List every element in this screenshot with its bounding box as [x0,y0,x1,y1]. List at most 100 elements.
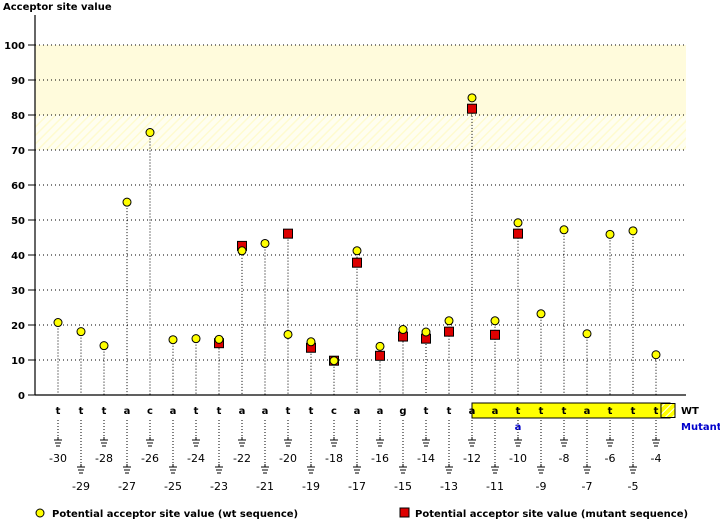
ground-marker-icon [376,437,384,447]
wt-label: WT [681,406,699,417]
position-label: -19 [302,480,320,493]
wt-base: a [262,406,269,417]
position-label: -15 [394,480,412,493]
wt-value-marker [191,334,201,344]
ground-marker-icon [284,437,292,447]
ground-marker-icon [238,437,246,447]
mutant-value-marker [490,329,500,340]
y-tick-label: 60 [11,181,25,192]
highlight-band [35,45,686,115]
position-label: -4 [651,452,662,465]
legend-wt-label: Potential acceptor site value (wt sequen… [52,509,298,520]
mutant-value-marker [444,326,454,337]
wt-base: a [584,406,591,417]
y-tick-label: 20 [11,321,25,332]
position-label: -12 [463,452,481,465]
y-tick-label: 40 [11,251,25,262]
sequence-box-end [660,403,676,418]
position-label: -17 [348,480,366,493]
wt-value-marker [513,218,523,228]
mutant-value-marker [467,103,477,114]
y-tick-label: 70 [11,146,25,157]
hatched-band [35,115,686,150]
position-label: -6 [605,452,616,465]
wt-base: t [539,406,544,417]
wt-base: t [286,406,291,417]
wt-value-marker [444,316,454,326]
ground-marker-icon [629,464,637,474]
wt-value-marker [582,329,592,339]
wt-base: c [331,406,337,417]
mutant-label: Mutant [681,422,720,433]
mutant-value-marker [375,350,385,361]
wt-base: a [170,406,177,417]
ground-marker-icon [77,464,85,474]
wt-value-marker [283,329,293,339]
ground-marker-icon [215,464,223,474]
sequence-highlight-box [471,402,671,419]
wt-base: t [424,406,429,417]
position-label: -23 [210,480,228,493]
wt-base: a [469,406,476,417]
wt-base: a [377,406,384,417]
ground-marker-icon [445,464,453,474]
position-label: -14 [417,452,435,465]
wt-base: c [147,406,153,417]
position-label: -28 [95,452,113,465]
wt-base: t [608,406,613,417]
wt-base: t [79,406,84,417]
wt-base: a [492,406,499,417]
wt-value-marker [398,325,408,335]
wt-value-marker [536,309,546,319]
ground-marker-icon [468,437,476,447]
wt-value-marker [628,226,638,236]
ground-marker-icon [146,437,154,447]
position-label: -8 [559,452,570,465]
ground-marker-icon [560,437,568,447]
position-label: -10 [509,452,527,465]
ground-marker-icon [583,464,591,474]
legend-wt-marker [35,508,45,518]
wt-value-marker [53,318,63,328]
y-tick-label: 80 [11,111,25,122]
ground-marker-icon [54,437,62,447]
ground-marker-icon [514,437,522,447]
wt-value-marker [237,246,247,256]
position-label: -9 [536,480,547,493]
wt-base: t [56,406,61,417]
legend-mutant-label: Potential acceptor site value (mutant se… [415,509,688,520]
wt-value-marker [329,356,339,366]
ground-marker-icon [330,437,338,447]
mutant-value-marker [352,257,362,268]
wt-base: t [562,406,567,417]
position-label: -21 [256,480,274,493]
ground-marker-icon [652,437,660,447]
ground-marker-icon [537,464,545,474]
wt-base: t [447,406,452,417]
wt-base: t [516,406,521,417]
position-label: -5 [628,480,639,493]
legend-mutant-marker [399,507,410,518]
ground-marker-icon [192,437,200,447]
y-tick-label: 50 [11,216,25,227]
wt-base: t [217,406,222,417]
wt-value-marker [352,246,362,256]
wt-value-marker [375,341,385,351]
position-label: -25 [164,480,182,493]
wt-base: t [631,406,636,417]
wt-value-marker [421,327,431,337]
ground-marker-icon [491,464,499,474]
ground-marker-icon [307,464,315,474]
position-label: -29 [72,480,90,493]
wt-value-marker [605,229,615,239]
ground-marker-icon [100,437,108,447]
wt-value-marker [76,327,86,337]
y-tick-label: 30 [11,286,25,297]
wt-base: g [399,406,406,417]
position-label: -18 [325,452,343,465]
wt-value-marker [214,334,224,344]
position-label: -24 [187,452,205,465]
ground-marker-icon [399,464,407,474]
wt-value-marker [145,128,155,137]
